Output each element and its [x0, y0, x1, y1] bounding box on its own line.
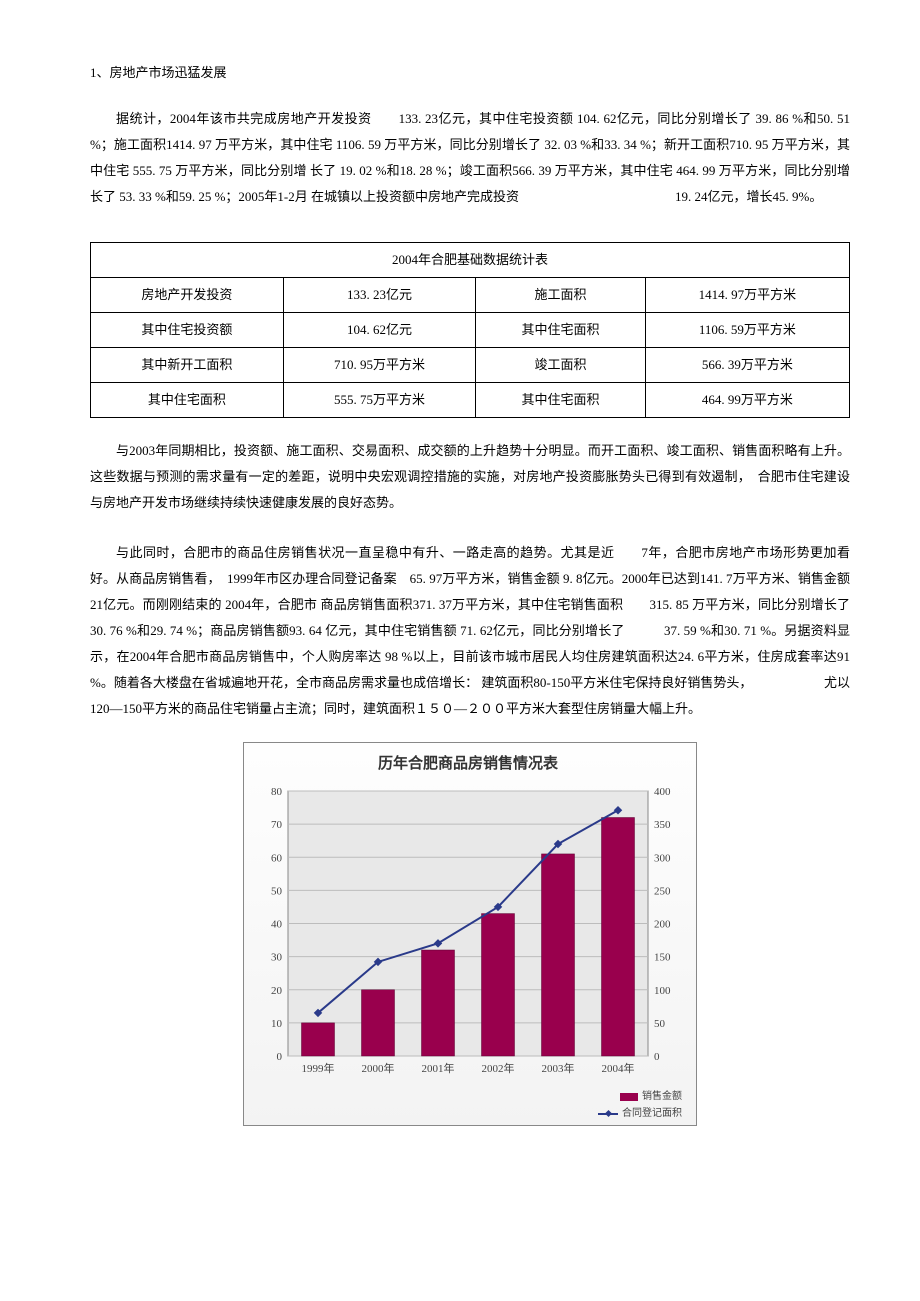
svg-text:60: 60 [271, 852, 283, 864]
cell: 其中住宅面积 [476, 313, 645, 348]
svg-text:80: 80 [271, 786, 283, 798]
legend-line-label: 合同登记面积 [622, 1107, 682, 1121]
cell: 其中住宅面积 [91, 383, 284, 418]
table-row: 其中住宅投资额 104. 62亿元 其中住宅面积 1106. 59万平方米 [91, 313, 850, 348]
legend-bar-item: 销售金额 [620, 1090, 682, 1104]
legend-bar-label: 销售金额 [642, 1090, 682, 1104]
cell: 其中新开工面积 [91, 348, 284, 383]
svg-text:2003年: 2003年 [542, 1061, 575, 1075]
legend-line-swatch [598, 1113, 618, 1115]
svg-text:1999年: 1999年 [302, 1061, 335, 1075]
cell: 其中住宅投资额 [91, 313, 284, 348]
spacer [90, 526, 850, 540]
cell: 1106. 59万平方米 [645, 313, 849, 348]
paragraph-1: 据统计，2004年该市共完成房地产开发投资 133. 23亿元，其中住宅投资额 … [90, 106, 850, 210]
svg-text:100: 100 [654, 985, 671, 997]
svg-text:2000年: 2000年 [362, 1061, 395, 1075]
svg-text:70: 70 [271, 819, 283, 831]
table-row: 其中住宅面积 555. 75万平方米 其中住宅面积 464. 99万平方米 [91, 383, 850, 418]
paragraph-3: 与此同时，合肥市的商品住房销售状况一直呈稳中有升、一路走高的趋势。尤其是近 7年… [90, 540, 850, 722]
spacer [90, 220, 850, 234]
legend-bar-swatch [620, 1093, 638, 1101]
cell: 施工面积 [476, 278, 645, 313]
cell: 464. 99万平方米 [645, 383, 849, 418]
svg-text:300: 300 [654, 852, 671, 864]
cell: 104. 62亿元 [283, 313, 476, 348]
paragraph-2: 与2003年同期相比，投资额、施工面积、交易面积、成交额的上升趋势十分明显。而开… [90, 438, 850, 516]
svg-text:50: 50 [271, 885, 283, 897]
cell: 710. 95万平方米 [283, 348, 476, 383]
svg-text:350: 350 [654, 819, 671, 831]
cell: 房地产开发投资 [91, 278, 284, 313]
svg-text:250: 250 [654, 885, 671, 897]
svg-text:2001年: 2001年 [422, 1061, 455, 1075]
cell: 其中住宅面积 [476, 383, 645, 418]
svg-text:30: 30 [271, 952, 283, 964]
cell: 竣工面积 [476, 348, 645, 383]
cell: 133. 23亿元 [283, 278, 476, 313]
sales-chart: 0 10 20 30 40 50 60 70 80 0 50 100 150 200 250 300 350 40… [248, 781, 688, 1081]
stats-table: 2004年合肥基础数据统计表 房地产开发投资 133. 23亿元 施工面积 14… [90, 242, 850, 418]
svg-text:2002年: 2002年 [482, 1061, 515, 1075]
svg-text:50: 50 [654, 1018, 666, 1030]
svg-text:400: 400 [654, 786, 671, 798]
cell: 555. 75万平方米 [283, 383, 476, 418]
cell: 1414. 97万平方米 [645, 278, 849, 313]
svg-text:2004年: 2004年 [602, 1061, 635, 1075]
svg-text:200: 200 [654, 919, 671, 931]
svg-text:20: 20 [271, 985, 283, 997]
svg-text:10: 10 [271, 1018, 283, 1030]
svg-text:0: 0 [654, 1051, 660, 1063]
table-row: 其中新开工面积 710. 95万平方米 竣工面积 566. 39万平方米 [91, 348, 850, 383]
svg-text:0: 0 [277, 1051, 283, 1063]
legend-line-item: 合同登记面积 [598, 1107, 682, 1121]
chart-legend: 销售金额 合同登记面积 [248, 1090, 688, 1121]
svg-text:150: 150 [654, 952, 671, 964]
table-row: 房地产开发投资 133. 23亿元 施工面积 1414. 97万平方米 [91, 278, 850, 313]
chart-title: 历年合肥商品房销售情况表 [248, 749, 688, 779]
chart-box: 历年合肥商品房销售情况表 0 10 20 30 40 50 60 70 80 0 50 100 150 2… [243, 742, 697, 1126]
table-title: 2004年合肥基础数据统计表 [91, 243, 850, 278]
cell: 566. 39万平方米 [645, 348, 849, 383]
chart-container: 历年合肥商品房销售情况表 0 10 20 30 40 50 60 70 80 0 50 100 150 2… [90, 742, 850, 1126]
section-heading: 1、房地产市场迅猛发展 [90, 60, 850, 86]
svg-text:40: 40 [271, 919, 283, 931]
